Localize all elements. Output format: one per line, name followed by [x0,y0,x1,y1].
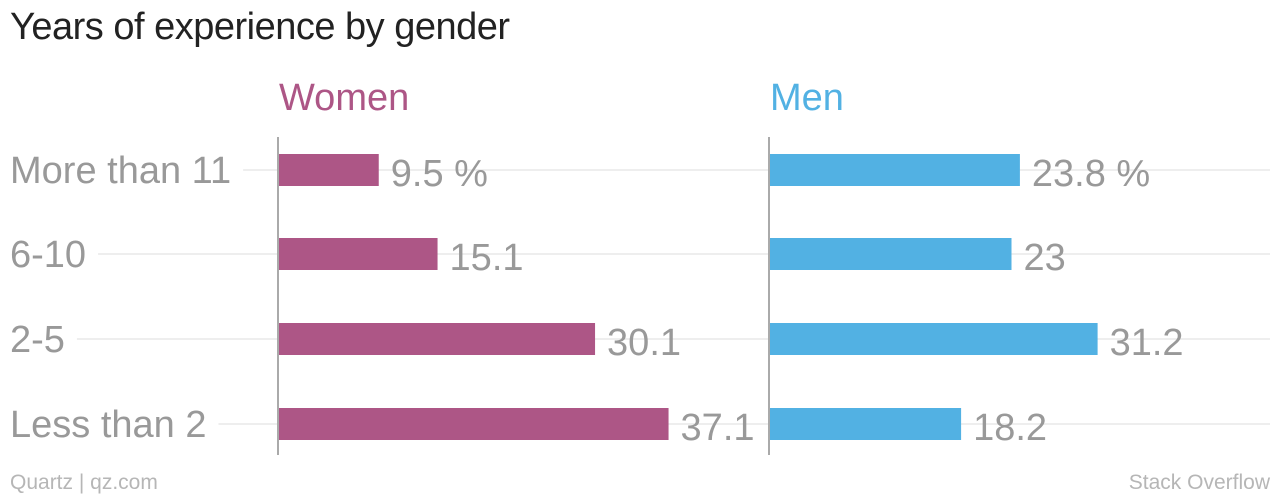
series-title: Men [770,77,844,119]
value-label: 15.1 [450,237,524,279]
series-title: Women [279,77,409,119]
value-label: 30.1 [607,322,681,364]
chart-title: Years of experience by gender [10,6,510,48]
value-label: 23 [1024,237,1066,279]
value-label: 37.1 [681,407,755,449]
value-label: 23.8 % [1032,153,1150,195]
footer-credit: Stack Overflow [1128,471,1270,494]
category-label: 2-5 [10,319,65,361]
footer-source: Quartz | qz.com [10,471,158,494]
bar-men [770,238,1012,270]
value-label: 31.2 [1110,322,1184,364]
bar-women [279,408,669,440]
bar-men [770,408,962,440]
bar-women [279,238,438,270]
bar-women [279,154,379,186]
category-label: 6-10 [10,234,86,276]
category-label: More than 11 [10,150,231,192]
value-label: 18.2 [973,407,1047,449]
category-label: Less than 2 [10,404,206,446]
value-label: 9.5 % [391,153,488,195]
bar-men [770,154,1020,186]
bar-men [770,323,1098,355]
bar-women [279,323,596,355]
